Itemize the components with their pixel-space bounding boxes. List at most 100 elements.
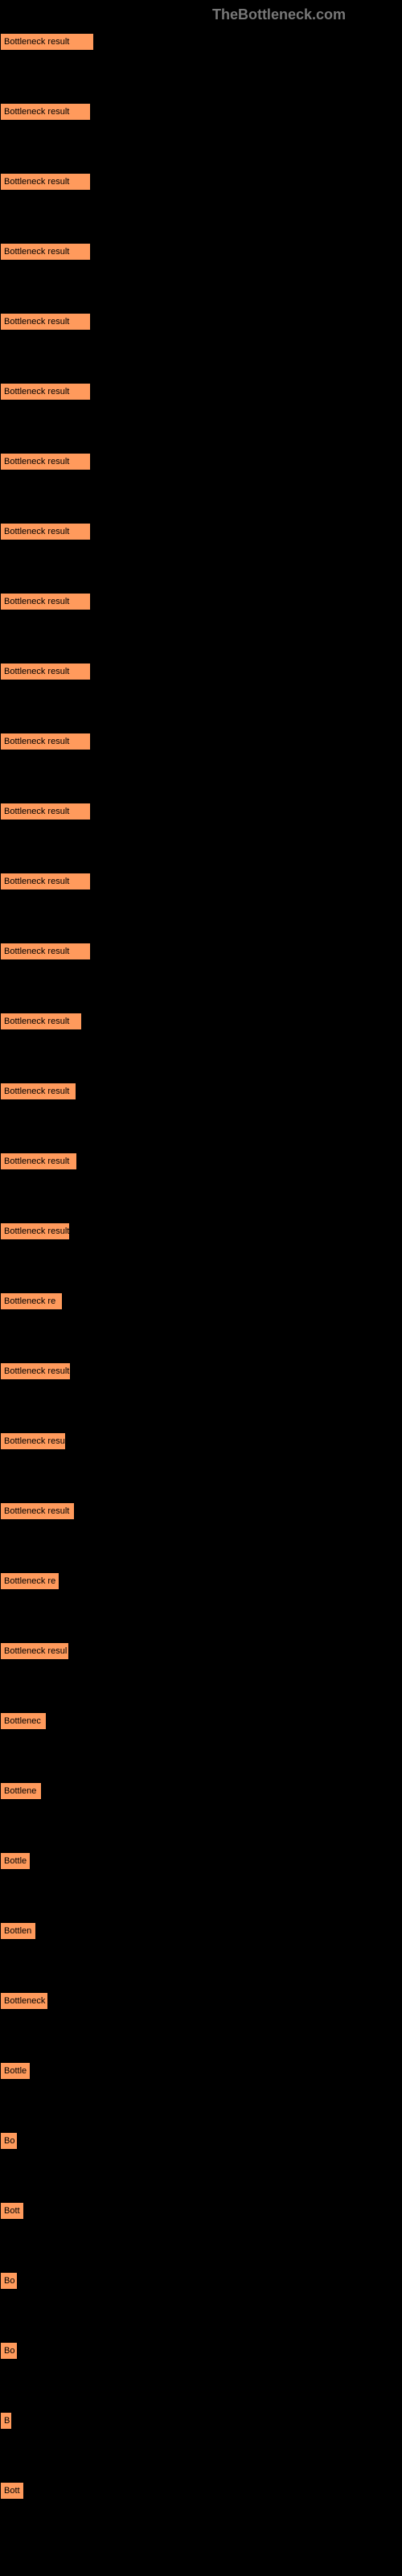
bar-row: Bottleneck result xyxy=(0,803,402,820)
bar-row: Bott xyxy=(0,2482,402,2500)
bar: Bottleneck result xyxy=(0,523,91,540)
bar-label: Bottleneck result xyxy=(4,667,69,676)
bar-row: Bottleneck xyxy=(0,1992,402,2010)
bar-label: B xyxy=(4,2416,10,2426)
bar: Bo xyxy=(0,2272,18,2290)
bar: Bott xyxy=(0,2202,24,2220)
bar: Bottleneck result xyxy=(0,663,91,680)
bar-label: Bottleneck result xyxy=(4,317,69,327)
bar-row: Bottleneck result xyxy=(0,1152,402,1170)
bar-label: Bottleneck result xyxy=(4,737,69,746)
bar: Bottleneck result xyxy=(0,383,91,401)
bar-label: Bottleneck result xyxy=(4,877,69,886)
bar-row: Bottlene xyxy=(0,1782,402,1800)
bar: Bottleneck resu xyxy=(0,1432,66,1450)
bar: Bottleneck result xyxy=(0,33,94,51)
bar: Bottle xyxy=(0,1852,31,1870)
bar: Bottleneck result xyxy=(0,1152,77,1170)
bar: Bottleneck result xyxy=(0,733,91,750)
bar-row: Bottleneck result xyxy=(0,1013,402,1030)
bar: Bottleneck re xyxy=(0,1292,63,1310)
bar-label: Bo xyxy=(4,2346,14,2356)
bar-chart: Bottleneck result Bottleneck result Bottle… xyxy=(0,33,402,2576)
bar-label: Bottleneck result xyxy=(4,1087,69,1096)
bar: Bottleneck xyxy=(0,1992,48,2010)
bar-row: Bo xyxy=(0,2342,402,2360)
bar: Bottleneck result xyxy=(0,313,91,331)
bar-row: Bottleneck result xyxy=(0,243,402,261)
bar: B xyxy=(0,2412,12,2430)
bar-row: Bottleneck result xyxy=(0,1222,402,1240)
bar: Bo xyxy=(0,2132,18,2150)
bar: Bottleneck result xyxy=(0,1013,82,1030)
bar-row: Bottlenec xyxy=(0,1712,402,1730)
bar: Bottleneck resul xyxy=(0,1642,69,1660)
bar-label: Bottlenec xyxy=(4,1716,41,1726)
bar: Bottleneck result xyxy=(0,243,91,261)
bar-label: Bottleneck result xyxy=(4,177,69,187)
bar-label: Bottleneck result xyxy=(4,247,69,257)
bar-label: Bottleneck result xyxy=(4,37,69,47)
bar-row: Bott xyxy=(0,2202,402,2220)
bar-row: Bottleneck resu xyxy=(0,1432,402,1450)
bar-label: Bottleneck result xyxy=(4,807,69,816)
bar-label: Bottleneck resul xyxy=(4,1646,67,1656)
bar-row: Bottle xyxy=(0,2062,402,2080)
bar-label: Bottleneck result xyxy=(4,597,69,606)
bar-row: Bottleneck result xyxy=(0,173,402,191)
bar: Bottlene xyxy=(0,1782,42,1800)
bar-label: Bottleneck re xyxy=(4,1296,55,1306)
bar-label: Bottleneck result xyxy=(4,1226,69,1236)
bar-row: Bottleneck result xyxy=(0,383,402,401)
bar-label: Bottleneck result xyxy=(4,947,69,956)
bar-row: Bottleneck result xyxy=(0,593,402,610)
bar: Bottleneck result xyxy=(0,453,91,470)
bar-label: Bottleneck result xyxy=(4,457,69,466)
bar-label: Bottlene xyxy=(4,1786,36,1796)
bar-label: Bott xyxy=(4,2206,20,2216)
bar: Bo xyxy=(0,2342,18,2360)
site-header: TheBottleneck.com xyxy=(0,0,402,33)
bar-label: Bottleneck result xyxy=(4,1506,69,1516)
bar: Bottleneck result xyxy=(0,1502,75,1520)
bar-row: Bottleneck re xyxy=(0,1292,402,1310)
bar-row: Bottleneck result xyxy=(0,1083,402,1100)
bar-row: Bottle xyxy=(0,1852,402,1870)
bar-label: Bo xyxy=(4,2136,14,2146)
bar-label: Bottleneck result xyxy=(4,1366,69,1376)
bar-row: Bottleneck resul xyxy=(0,1642,402,1660)
bar-label: Bottleneck result xyxy=(4,527,69,536)
bar-row: Bottleneck result xyxy=(0,453,402,470)
bar-label: Bottle xyxy=(4,1856,27,1866)
bar-row: Bo xyxy=(0,2132,402,2150)
bar-row: Bottleneck result xyxy=(0,103,402,121)
bar-label: Bo xyxy=(4,2276,14,2286)
bar-label: Bott xyxy=(4,2486,20,2496)
bar-row: Bottleneck result xyxy=(0,313,402,331)
bar-label: Bottleneck result xyxy=(4,1017,69,1026)
bar: Bottleneck result xyxy=(0,103,91,121)
bar: Bottle xyxy=(0,2062,31,2080)
bar-row: Bottleneck result xyxy=(0,1502,402,1520)
bar-row: Bottleneck result xyxy=(0,1362,402,1380)
bar-label: Bottlen xyxy=(4,1926,31,1936)
bar: Bottleneck result xyxy=(0,173,91,191)
bar: Bottleneck result xyxy=(0,1362,71,1380)
bar: Bottleneck result xyxy=(0,803,91,820)
bar: Bottlen xyxy=(0,1922,36,1940)
bar-label: Bottleneck result xyxy=(4,107,69,117)
bar-row: Bottleneck result xyxy=(0,663,402,680)
bar-label: Bottleneck re xyxy=(4,1576,55,1586)
bar: Bottleneck result xyxy=(0,1222,70,1240)
bar-row: Bottleneck result xyxy=(0,33,402,51)
bar: Bottlenec xyxy=(0,1712,47,1730)
bar-label: Bottle xyxy=(4,2066,27,2076)
bar-label: Bottleneck result xyxy=(4,1157,69,1166)
bar-row: Bottleneck re xyxy=(0,1572,402,1590)
bar-label: Bottleneck xyxy=(4,1996,45,2006)
bar-row: Bottlen xyxy=(0,1922,402,1940)
bar: Bottleneck result xyxy=(0,873,91,890)
bar-row: Bottleneck result xyxy=(0,943,402,960)
bar-row: B xyxy=(0,2412,402,2430)
bar-row: Bottleneck result xyxy=(0,523,402,540)
